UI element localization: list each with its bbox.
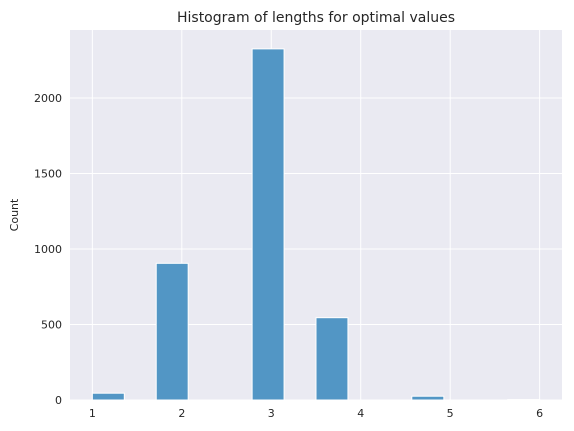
bars <box>91 48 541 401</box>
x-tick-label: 3 <box>268 407 275 420</box>
x-axis-ticks: 1 2 3 4 5 6 <box>89 407 543 420</box>
y-tick-label: 1500 <box>34 167 62 180</box>
x-tick-label: 4 <box>357 407 364 420</box>
y-axis-label: Count <box>8 198 21 231</box>
histogram-bar <box>91 392 125 401</box>
x-tick-label: 6 <box>536 407 543 420</box>
y-tick-label: 1000 <box>34 243 62 256</box>
chart-title: Histogram of lengths for optimal values <box>177 10 455 26</box>
histogram-bar <box>251 48 285 401</box>
x-tick-label: 1 <box>89 407 96 420</box>
x-tick-label: 2 <box>178 407 185 420</box>
histogram-bar <box>411 395 445 401</box>
histogram-bar <box>315 317 349 401</box>
histogram-bar <box>155 262 189 401</box>
y-axis-ticks: 0 500 1000 1500 2000 <box>34 92 62 407</box>
x-tick-label: 5 <box>447 407 454 420</box>
y-tick-label: 0 <box>55 394 62 407</box>
y-tick-label: 2000 <box>34 92 62 105</box>
y-tick-label: 500 <box>41 318 62 331</box>
